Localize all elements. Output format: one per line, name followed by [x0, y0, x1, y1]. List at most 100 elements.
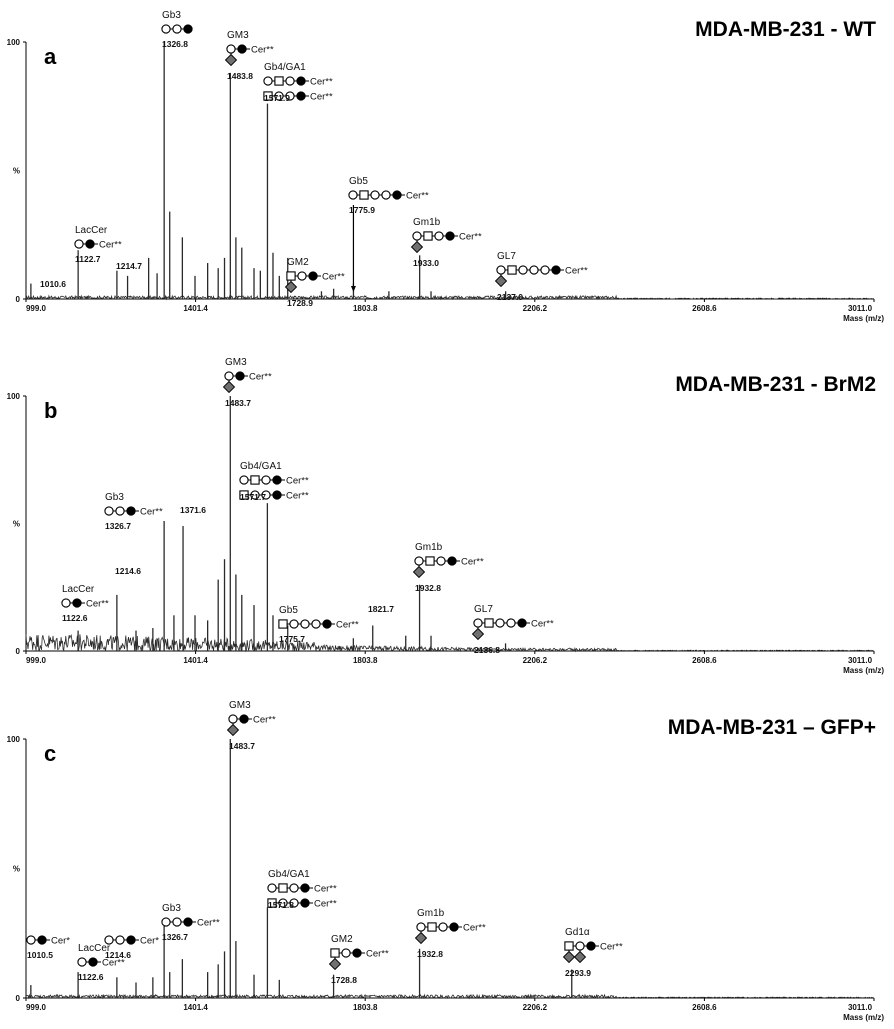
panel-c: MDA-MB-231 – GFP+ c 0% 100 999.0 1401.4 1803.8… [7, 700, 885, 1022]
peak-annotation: Gm1b Cer** 1932.8 [414, 908, 486, 959]
glucose-circle-icon [586, 941, 596, 951]
sialic-acid-diamond-icon [226, 723, 240, 737]
hexnac-square-icon [484, 618, 494, 628]
hexose-circle-icon [104, 506, 114, 516]
hexose-circle-icon [172, 917, 182, 927]
peak-annotation: LacCer Cer** 1122.6 [77, 943, 125, 982]
glycan-name: Gb4/GA1 [264, 62, 306, 73]
peak-mz-label: 1775.7 [279, 634, 305, 644]
ceramide-label: Cer** [531, 619, 554, 630]
peak-mz-label: 1932.8 [417, 949, 443, 959]
hexose-circle-icon [224, 371, 234, 381]
y-tick-label: 0 [16, 994, 21, 1003]
peak-annotation: Gb5 Cer** 1775.9 [348, 176, 429, 215]
ceramide-label: Cer** [197, 918, 220, 929]
peak-mz-label: 1010.6 [40, 279, 66, 289]
peak-annotation: Gb4/GA1 Cer** Cer** 1571.9 [263, 62, 333, 103]
x-tick-label: 999.0 [26, 304, 47, 313]
peak-annotation: Gb3 Cer** 1326.7 [104, 492, 163, 531]
sialic-acid-diamond-icon [562, 950, 576, 964]
peak-annotation: Gm1b Cer** 1932.8 [412, 542, 484, 593]
hexose-circle-icon [529, 265, 539, 275]
hexose-circle-icon [26, 935, 36, 945]
peak-annotation: 1214.7 [116, 261, 142, 271]
ceramide-label: Cer** [406, 191, 429, 202]
y-tick-label: 100 [7, 735, 21, 744]
glycan-name: Gb3 [105, 492, 124, 503]
peak-mz-label: 2136.8 [474, 645, 500, 655]
y-tick-label: 0 [16, 295, 21, 304]
peak-mz-label: 1571.9 [264, 93, 290, 103]
glycan-name: GL7 [497, 251, 516, 262]
hexnac-square-icon [359, 190, 369, 200]
y-tick-label: 0 [16, 647, 21, 656]
sialic-acid-diamond-icon [328, 957, 342, 971]
x-tick-label: 3011.0 [848, 1003, 873, 1012]
glucose-circle-icon [235, 371, 245, 381]
hexose-circle-icon [540, 265, 550, 275]
peak-mz-label: 1214.6 [105, 950, 131, 960]
peak-annotation: GL7 Cer** 2137.0 [494, 251, 588, 302]
hexose-circle-icon [285, 91, 295, 101]
hexose-circle-icon [115, 506, 125, 516]
spectrum-baseline [25, 993, 874, 1000]
glucose-circle-icon [126, 935, 136, 945]
hexnac-square-icon [330, 948, 340, 958]
hexose-circle-icon [348, 190, 358, 200]
y-tick-label: % [13, 865, 20, 874]
hexose-circle-icon [416, 922, 426, 932]
glycan-name: GM2 [287, 257, 309, 268]
peak-mz-label: 1326.8 [162, 39, 188, 49]
hexose-circle-icon [297, 271, 307, 281]
hexose-circle-icon [250, 490, 260, 500]
x-tick-label: 3011.0 [848, 656, 873, 665]
glucose-circle-icon [183, 24, 193, 34]
spectrum-baseline [25, 634, 874, 653]
x-tick-label: 1803.8 [353, 656, 378, 665]
ceramide-label: Cer* [51, 936, 70, 947]
hexnac-square-icon [263, 91, 273, 101]
ceramide-label: Cer** [253, 715, 276, 726]
peak-mz-label: 1214.7 [116, 261, 142, 271]
x-tick-label: 1401.4 [183, 304, 208, 313]
peak-mz-label: 1122.6 [62, 613, 88, 623]
glucose-circle-icon [296, 76, 306, 86]
ceramide-label: Cer* [140, 936, 159, 947]
ceramide-label: Cer** [140, 507, 163, 518]
hexose-circle-icon [289, 619, 299, 629]
hexnac-square-icon [274, 76, 284, 86]
hexose-circle-icon [285, 76, 295, 86]
y-tick-label: 100 [7, 38, 21, 47]
hexose-circle-icon [506, 618, 516, 628]
hexnac-square-icon [267, 898, 277, 908]
glycan-name: GM3 [229, 700, 251, 711]
x-tick-label: 2608.6 [692, 1003, 717, 1012]
hexose-circle-icon [172, 24, 182, 34]
sample-title: MDA-MB-231 - BrM2 [675, 373, 876, 396]
hexose-circle-icon [473, 618, 483, 628]
hexose-circle-icon [161, 24, 171, 34]
x-tick-label: 2608.6 [692, 656, 717, 665]
sialic-acid-diamond-icon [573, 950, 587, 964]
panel-a: MDA-MB-231 - WT a 0% 100 999.0 1401.4 1803.8 22… [7, 10, 885, 323]
peak-annotation: Gb3 1326.8 [161, 10, 193, 49]
hexose-circle-icon [104, 935, 114, 945]
glucose-circle-icon [37, 935, 47, 945]
peak-mz-label: 1932.8 [415, 583, 441, 593]
x-tick-label: 1803.8 [353, 304, 378, 313]
hexose-circle-icon [381, 190, 391, 200]
glycan-name: GL7 [474, 604, 493, 615]
hexose-circle-icon [289, 883, 299, 893]
hexose-circle-icon [496, 265, 506, 275]
sialic-acid-diamond-icon [414, 931, 428, 945]
glucose-circle-icon [237, 44, 247, 54]
ceramide-label: Cer** [463, 923, 486, 934]
hexose-circle-icon [495, 618, 505, 628]
glycan-name: Gb5 [349, 176, 368, 187]
hexose-circle-icon [115, 935, 125, 945]
hexose-circle-icon [438, 922, 448, 932]
hexnac-square-icon [423, 231, 433, 241]
